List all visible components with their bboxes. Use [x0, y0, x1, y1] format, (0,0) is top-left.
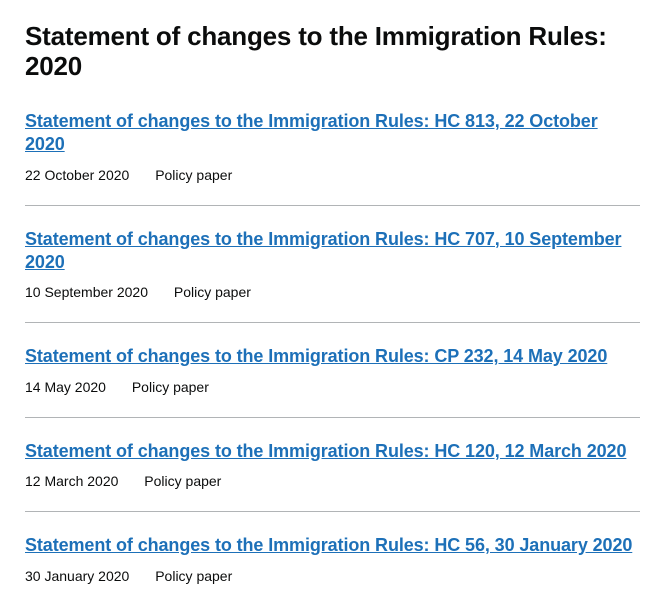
document-meta: 10 September 2020 Policy paper: [25, 284, 640, 300]
document-meta: 30 January 2020 Policy paper: [25, 568, 640, 584]
document-item: Statement of changes to the Immigration …: [25, 440, 640, 512]
document-date: 12 March 2020: [25, 473, 118, 489]
document-item: Statement of changes to the Immigration …: [25, 228, 640, 324]
document-date: 14 May 2020: [25, 379, 106, 395]
document-date: 22 October 2020: [25, 167, 129, 183]
document-meta: 22 October 2020 Policy paper: [25, 167, 640, 183]
document-meta: 12 March 2020 Policy paper: [25, 473, 640, 489]
document-date: 30 January 2020: [25, 568, 129, 584]
document-type: Policy paper: [132, 379, 209, 395]
document-date: 10 September 2020: [25, 284, 148, 300]
document-item: Statement of changes to the Immigration …: [25, 110, 640, 206]
document-type: Policy paper: [155, 568, 232, 584]
document-meta: 14 May 2020 Policy paper: [25, 379, 640, 395]
document-type: Policy paper: [144, 473, 221, 489]
document-type: Policy paper: [155, 167, 232, 183]
document-link[interactable]: Statement of changes to the Immigration …: [25, 346, 607, 366]
document-link[interactable]: Statement of changes to the Immigration …: [25, 535, 632, 555]
document-link[interactable]: Statement of changes to the Immigration …: [25, 111, 598, 154]
document-link[interactable]: Statement of changes to the Immigration …: [25, 229, 621, 272]
document-item: Statement of changes to the Immigration …: [25, 534, 640, 583]
document-item: Statement of changes to the Immigration …: [25, 345, 640, 417]
page-title: Statement of changes to the Immigration …: [25, 22, 640, 82]
document-link[interactable]: Statement of changes to the Immigration …: [25, 441, 626, 461]
document-type: Policy paper: [174, 284, 251, 300]
document-list: Statement of changes to the Immigration …: [25, 110, 640, 584]
